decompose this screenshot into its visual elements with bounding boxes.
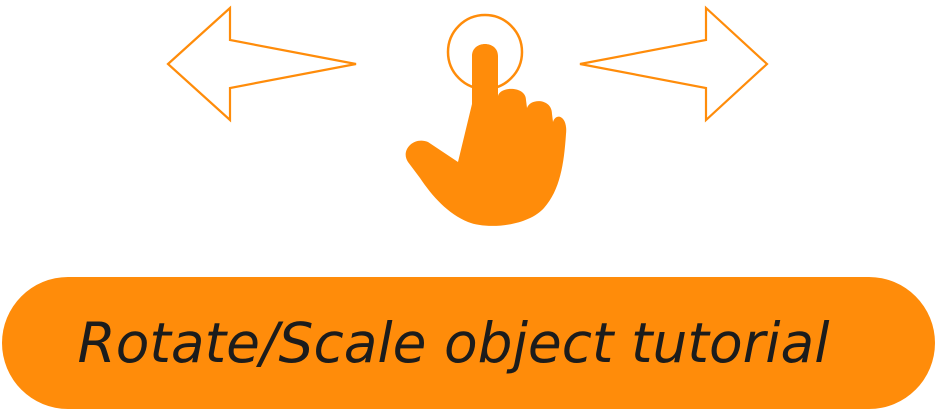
rotate-scale-tutorial-button[interactable]: Rotate/Scale object tutorial: [2, 277, 935, 409]
tap-hand-icon: [405, 13, 567, 226]
arrow-right-outline-icon: [579, 5, 769, 123]
tutorial-button-label: Rotate/Scale object tutorial: [77, 311, 830, 375]
gesture-illustration: [166, 5, 769, 226]
arrow-left-outline-icon: [166, 5, 357, 123]
